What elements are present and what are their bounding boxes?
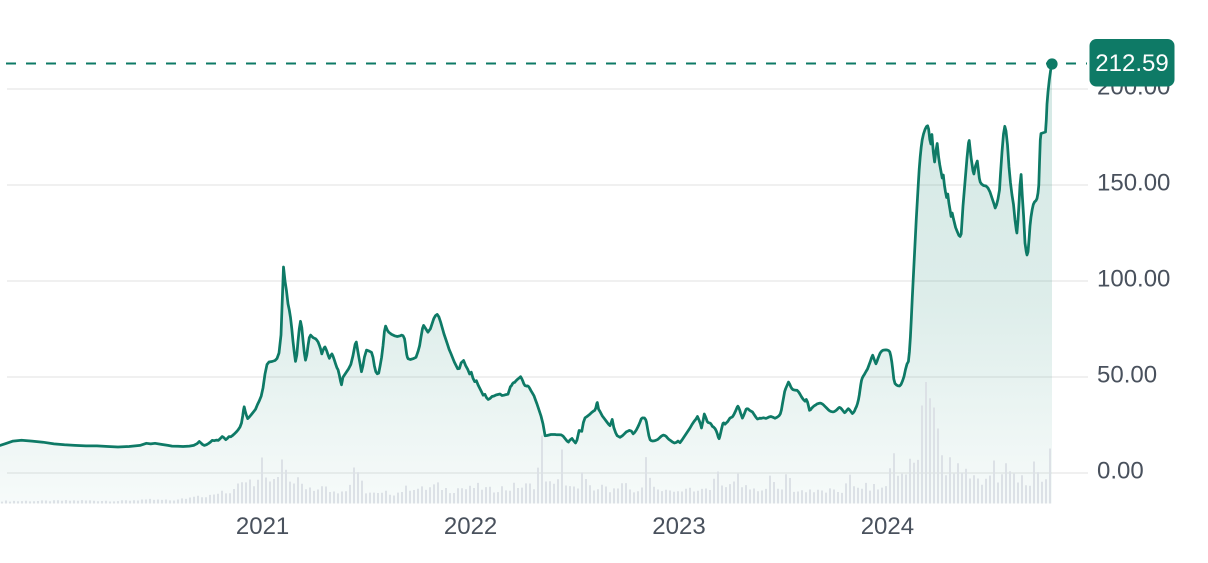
svg-text:2023: 2023: [652, 513, 705, 540]
svg-text:150.00: 150.00: [1097, 170, 1170, 197]
svg-text:50.00: 50.00: [1097, 362, 1157, 389]
svg-text:0.00: 0.00: [1097, 458, 1144, 485]
svg-text:212.59: 212.59: [1095, 50, 1168, 77]
svg-text:2022: 2022: [444, 513, 497, 540]
svg-text:2024: 2024: [861, 513, 914, 540]
svg-text:2021: 2021: [236, 513, 289, 540]
svg-text:100.00: 100.00: [1097, 266, 1170, 293]
